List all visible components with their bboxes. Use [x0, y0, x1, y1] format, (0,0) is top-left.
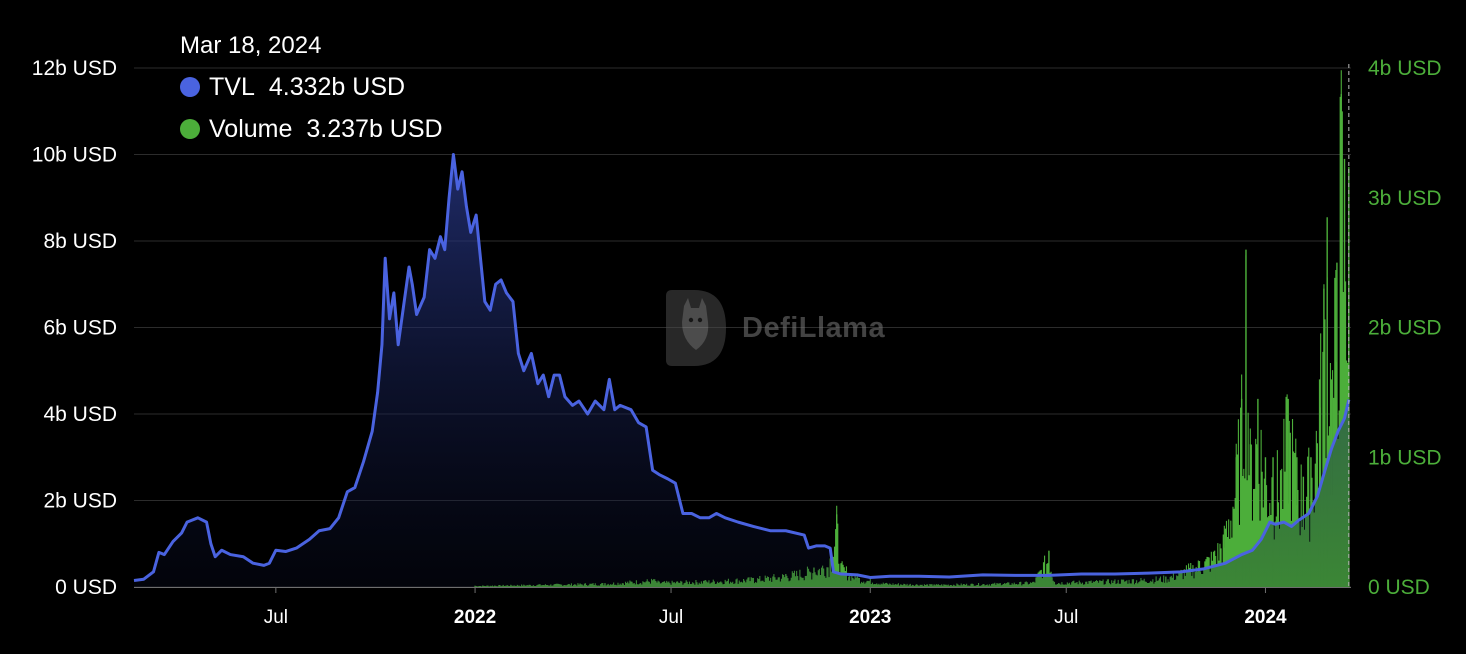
tooltip-date: Mar 18, 2024	[180, 32, 322, 59]
y-left-tick-label: 8b USD	[43, 230, 117, 253]
y-left-tick-label: 6b USD	[43, 317, 117, 340]
y-right-tick-label: 0 USD	[1368, 576, 1430, 599]
y-axis-left: 0 USD 2b USD 4b USD 6b USD 8b USD 10b USD 12b …	[32, 57, 117, 599]
tooltip-row-tvl: TVL 4.332b USD	[180, 66, 443, 108]
tooltip-series-name: TVL	[209, 72, 255, 101]
tvl-series[interactable]	[133, 153, 1351, 587]
tooltip-series-name: Volume	[209, 114, 293, 143]
tooltip-row-volume: Volume 3.237b USD	[180, 108, 443, 150]
volume-legend-dot-icon	[180, 119, 200, 139]
x-tick-label: 2022	[454, 607, 496, 628]
y-left-tick-label: 0 USD	[55, 576, 117, 599]
watermark-text: DefiLlama	[742, 311, 886, 344]
y-left-tick-label: 10b USD	[32, 144, 117, 167]
chart-tooltip: Mar 18, 2024 TVL 4.332b USD Volume 3.237…	[180, 32, 443, 150]
watermark: DefiLlama	[660, 288, 885, 368]
tvl-area	[134, 154, 1349, 587]
tvl-legend-dot-icon	[180, 77, 200, 97]
y-left-tick-label: 12b USD	[32, 57, 117, 80]
x-axis: Jul 2022 Jul 2023 Jul 2024	[134, 587, 1351, 628]
grid-lines	[134, 67, 1351, 588]
y-right-tick-label: 1b USD	[1368, 446, 1442, 469]
y-axis-right: 0 USD 1b USD 2b USD 3b USD 4b USD	[1368, 57, 1442, 599]
tooltip-series-value: 4.332b USD	[268, 72, 406, 101]
x-tick-label: Jul	[264, 607, 288, 628]
tooltip-series-value: 3.237b USD	[306, 114, 443, 143]
llama-logo-icon	[666, 290, 726, 366]
y-right-tick-label: 2b USD	[1368, 317, 1442, 340]
y-left-tick-label: 4b USD	[43, 403, 117, 426]
x-tick-label: Jul	[659, 607, 683, 628]
y-right-tick-label: 4b USD	[1368, 57, 1442, 80]
y-left-tick-label: 2b USD	[43, 490, 117, 513]
x-tick-label: Jul	[1054, 607, 1078, 628]
tvl-line[interactable]	[133, 153, 1351, 582]
x-tick-label: 2024	[1244, 607, 1287, 628]
y-right-tick-label: 3b USD	[1368, 187, 1442, 210]
x-tick-label: 2023	[849, 607, 891, 628]
